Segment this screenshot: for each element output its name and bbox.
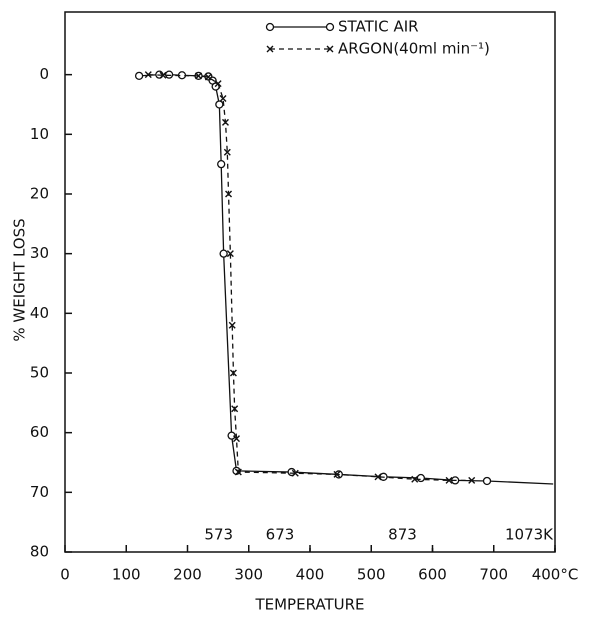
kelvin-tick-label: 873 [388,526,417,544]
marker [411,475,419,483]
marker [234,468,242,476]
marker [291,469,299,477]
marker [159,71,167,79]
plot-frame [64,11,556,553]
x-tick-label: 400 [296,566,325,584]
y-tick-label: 80 [30,543,49,561]
y-tick-label: 0 [39,65,49,83]
x-tick-label: 500 [357,566,386,584]
x-tick-label: 700 [479,566,508,584]
marker [229,369,237,377]
marker [219,249,228,258]
y-tick-label: 40 [30,304,49,322]
marker [134,71,144,80]
x-tick-label: 600 [418,566,447,584]
marker [445,476,453,484]
marker [215,100,224,109]
x-tick-label: 400°C [532,566,579,584]
marker [227,431,236,440]
marker [195,72,203,80]
y-tick-label: 70 [30,483,49,501]
marker [468,476,476,484]
legend-marker [325,22,335,32]
marker [333,470,341,478]
marker [228,321,236,329]
kelvin-tick-label: 673 [266,526,295,544]
legend-marker [326,45,334,53]
marker [221,118,229,126]
y-tick-label: 60 [30,423,49,441]
marker [416,473,426,483]
x-tick-label: 300 [234,566,263,584]
x-tick-label: 0 [60,566,70,584]
marker [223,148,231,156]
marker [164,70,174,79]
y-tick-label: 50 [30,363,49,381]
y-tick-label: 20 [30,184,49,202]
kelvin-tick-label: 1073K [505,526,554,544]
marker [214,80,222,88]
y-axis-label: % WEIGHT LOSS [11,218,29,341]
x-tick-label: 200 [173,566,202,584]
x-axis-label: TEMPERATURE [254,596,364,614]
marker [226,250,234,258]
marker [482,476,492,486]
x-tick-label: 100 [112,566,141,584]
y-tick-label: 10 [30,125,49,143]
kelvin-tick-label: 573 [204,526,233,544]
marker [231,405,239,413]
series-line [148,74,472,482]
marker [374,473,382,481]
legend-label: ARGON(40ml min⁻¹) [338,40,490,58]
legend-marker [266,45,274,53]
series-line [139,74,554,485]
marker [204,73,212,81]
marker [144,71,152,79]
y-tick-label: 30 [30,244,49,262]
marker [219,95,227,103]
legend-marker [265,22,275,32]
marker [225,190,233,198]
marker [217,160,226,169]
marker [233,435,240,443]
legend-label: STATIC AIR [338,18,419,36]
